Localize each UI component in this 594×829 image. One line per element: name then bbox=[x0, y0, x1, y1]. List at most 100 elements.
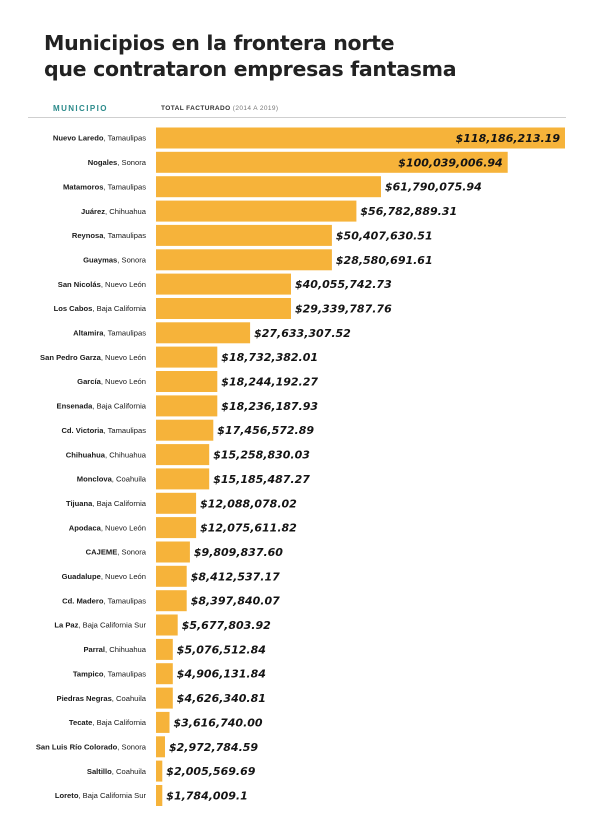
category-label: Tampico, Tamaulipas bbox=[73, 669, 146, 678]
category-name: San Pedro Garza bbox=[40, 353, 102, 362]
value-label: $61,790,075.94 bbox=[385, 181, 482, 194]
header-divider bbox=[28, 117, 566, 118]
value-label: $27,633,307.52 bbox=[254, 327, 351, 340]
category-state: , Tamaulipas bbox=[104, 596, 147, 605]
category-state: , Baja California bbox=[92, 499, 146, 508]
category-name: García bbox=[77, 377, 101, 386]
bar bbox=[156, 590, 187, 612]
value-label: $4,906,131.84 bbox=[177, 668, 266, 681]
category-label: Piedras Negras, Coahuila bbox=[57, 694, 147, 703]
category-state: , Nuevo León bbox=[101, 353, 146, 362]
category-name: Juárez bbox=[81, 207, 105, 216]
category-state: , Nuevo León bbox=[101, 523, 146, 532]
value-label: $18,732,382.01 bbox=[221, 351, 318, 364]
category-label: Chihuahua, Chihuahua bbox=[66, 450, 147, 459]
category-name: Guaymas bbox=[83, 255, 117, 264]
category-name: Matamoros bbox=[63, 182, 104, 191]
bar bbox=[156, 492, 197, 514]
bar bbox=[156, 395, 218, 417]
category-state: , Tamaulipas bbox=[104, 329, 147, 338]
value-label: $15,185,487.27 bbox=[213, 473, 310, 486]
category-name: Cd. Victoria bbox=[61, 426, 104, 435]
category-state: , Nuevo León bbox=[101, 377, 146, 386]
value-label: $118,186,213.19 bbox=[456, 132, 561, 145]
category-state: , Tamaulipas bbox=[104, 134, 147, 143]
category-label: Matamoros, Tamaulipas bbox=[63, 182, 146, 191]
category-name: Reynosa bbox=[72, 231, 104, 240]
category-name: Ensenada bbox=[57, 402, 94, 411]
category-name: Piedras Negras bbox=[57, 694, 112, 703]
bar bbox=[156, 736, 165, 758]
category-label: Cd. Madero, Tamaulipas bbox=[62, 596, 146, 605]
category-state: , Nuevo León bbox=[101, 280, 146, 289]
bar bbox=[156, 249, 332, 271]
category-label: Parral, Chihuahua bbox=[83, 645, 146, 654]
column-header-total: TOTAL FACTURADO (2014 A 2019) bbox=[161, 105, 278, 112]
category-state: , Chihuahua bbox=[105, 450, 147, 459]
category-label: Monclova, Coahuila bbox=[77, 475, 147, 484]
category-state: , Baja California Sur bbox=[78, 621, 146, 630]
category-name: Parral bbox=[83, 645, 105, 654]
value-label: $50,407,630.51 bbox=[336, 229, 433, 242]
value-label: $28,580,691.61 bbox=[336, 254, 433, 267]
category-state: , Sonora bbox=[117, 548, 146, 557]
category-name: Tecate bbox=[69, 718, 93, 727]
category-state: , Chihuahua bbox=[105, 207, 147, 216]
category-name: Tijuana bbox=[66, 499, 93, 508]
category-label: San Nicolás, Nuevo León bbox=[58, 280, 146, 289]
category-state: , Coahuila bbox=[112, 767, 147, 776]
category-state: , Tamaulipas bbox=[104, 669, 147, 678]
category-label: Guadalupe, Nuevo León bbox=[62, 572, 146, 581]
value-label: $2,005,569.69 bbox=[166, 765, 255, 778]
bar bbox=[156, 638, 173, 660]
category-state: , Sonora bbox=[117, 158, 146, 167]
value-label: $9,809,837.60 bbox=[194, 546, 283, 559]
category-name: Apodaca bbox=[69, 523, 102, 532]
value-label: $17,456,572.89 bbox=[217, 424, 314, 437]
value-label: $4,626,340.81 bbox=[177, 692, 266, 705]
category-state: , Sonora bbox=[117, 743, 146, 752]
category-label: Cd. Victoria, Tamaulipas bbox=[61, 426, 146, 435]
category-state: , Tamaulipas bbox=[104, 231, 147, 240]
bar bbox=[156, 127, 565, 149]
category-name: Guadalupe bbox=[62, 572, 101, 581]
category-state: , Baja California bbox=[92, 304, 146, 313]
category-name: Saltillo bbox=[87, 767, 112, 776]
bar bbox=[156, 468, 210, 490]
value-label: $8,412,537.17 bbox=[191, 570, 280, 583]
column-header-municipio: MUNICIPIO bbox=[53, 104, 108, 113]
category-label: Los Cabos, Baja California bbox=[54, 304, 147, 313]
value-label: $100,039,006.94 bbox=[398, 156, 502, 169]
category-state: , Tamaulipas bbox=[104, 182, 147, 191]
bar bbox=[156, 444, 210, 466]
bar bbox=[156, 273, 291, 295]
category-state: , Tamaulipas bbox=[104, 426, 147, 435]
value-label: $18,244,192.27 bbox=[221, 376, 318, 389]
category-state: , Baja California Sur bbox=[78, 791, 146, 800]
value-label: $29,339,787.76 bbox=[295, 303, 392, 316]
category-name: Tampico bbox=[73, 669, 104, 678]
category-name: Los Cabos bbox=[54, 304, 93, 313]
category-state: , Coahuila bbox=[112, 694, 147, 703]
value-label: $12,075,611.82 bbox=[200, 522, 297, 535]
category-label: Altamira, Tamaulipas bbox=[73, 329, 146, 338]
bar bbox=[156, 565, 187, 587]
category-label: Guaymas, Sonora bbox=[83, 255, 147, 264]
category-label: Nuevo Laredo, Tamaulipas bbox=[53, 134, 146, 143]
category-name: Loreto bbox=[55, 791, 79, 800]
value-label: $5,076,512.84 bbox=[177, 643, 266, 656]
bar bbox=[156, 176, 381, 198]
bar bbox=[156, 346, 218, 368]
bar bbox=[156, 200, 357, 222]
chart-title-line-1: Municipios en la frontera norte bbox=[44, 31, 395, 55]
category-label: Tecate, Baja California bbox=[69, 718, 147, 727]
category-name: San Luis Río Colorado bbox=[36, 743, 118, 752]
value-label: $40,055,742.73 bbox=[295, 278, 392, 291]
bar bbox=[156, 711, 170, 733]
value-label: $1,784,009.1 bbox=[166, 790, 247, 803]
category-label: Tijuana, Baja California bbox=[66, 499, 147, 508]
chart-title-line-2: que contrataron empresas fantasma bbox=[44, 57, 457, 81]
bar bbox=[156, 541, 190, 563]
category-label: Nogales, Sonora bbox=[88, 158, 147, 167]
category-label: Reynosa, Tamaulipas bbox=[72, 231, 146, 240]
